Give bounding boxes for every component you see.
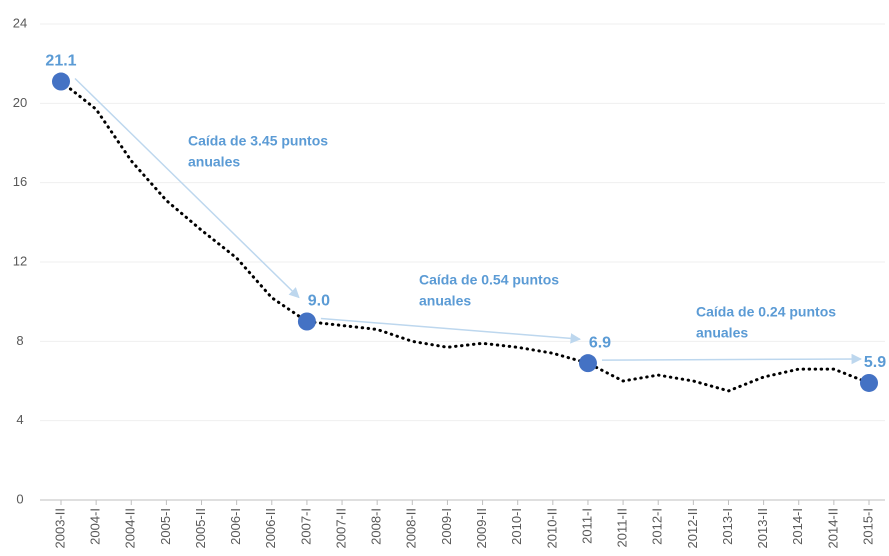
y-tick-label: 16 <box>13 174 27 189</box>
value-label: 6.9 <box>589 334 611 351</box>
x-tick-label: 2007-I <box>298 508 313 545</box>
x-tick-label: 2015-I <box>860 508 875 545</box>
marker <box>578 354 597 373</box>
y-tick-label: 4 <box>16 412 23 427</box>
x-tick-label: 2013-II <box>755 508 770 548</box>
x-tick-label: 2009-I <box>439 508 454 545</box>
marker <box>297 312 316 331</box>
x-tick-label: 2010-II <box>544 508 559 548</box>
x-tick-label: 2004-I <box>88 508 103 545</box>
y-tick-label: 8 <box>16 333 23 348</box>
x-tick-label: 2004-II <box>123 508 138 548</box>
y-tick-label: 24 <box>13 15 27 30</box>
annotation: Caída de 0.24 puntos <box>696 304 836 320</box>
value-label: 21.1 <box>45 53 76 70</box>
y-tick-label: 20 <box>13 95 27 110</box>
marker <box>860 373 878 392</box>
y-tick-label: 12 <box>13 253 27 268</box>
arrow <box>74 77 300 299</box>
x-tick-label: 2010-I <box>509 508 524 545</box>
x-tick-label: 2011-I <box>579 508 594 544</box>
arrow <box>320 317 582 344</box>
x-tick-label: 2005-I <box>158 508 173 545</box>
x-tick-label: 2006-I <box>228 508 243 545</box>
x-tick-label: 2014-I <box>790 508 805 545</box>
x-tick-label: 2011-II <box>615 508 630 548</box>
arrow <box>601 353 863 365</box>
annotation: Caída de 0.54 puntos <box>419 272 559 288</box>
x-tick-label: 2014-II <box>825 508 840 548</box>
x-tick-label: 2012-II <box>685 508 700 548</box>
annotation: anuales <box>419 293 471 309</box>
value-label: 9.0 <box>308 293 330 310</box>
value-label: 5.9 <box>864 354 886 371</box>
x-tick-label: 2003-II <box>52 508 67 548</box>
annotation: anuales <box>696 325 748 341</box>
x-tick-label: 2013-I <box>720 508 735 545</box>
x-tick-label: 2008-I <box>369 508 384 545</box>
annotation: anuales <box>188 154 240 170</box>
x-tick-label: 2007-II <box>333 508 348 548</box>
annotation: Caída de 3.45 puntos <box>188 133 328 149</box>
y-tick-label: 0 <box>16 491 23 506</box>
x-tick-label: 2008-II <box>404 508 419 548</box>
x-tick-label: 2009-II <box>474 508 489 548</box>
x-tick-label: 2005-II <box>193 508 208 548</box>
marker <box>52 72 70 91</box>
x-tick-label: 2006-II <box>263 508 278 548</box>
x-tick-label: 2012-I <box>650 508 665 545</box>
data-line <box>59 80 871 393</box>
